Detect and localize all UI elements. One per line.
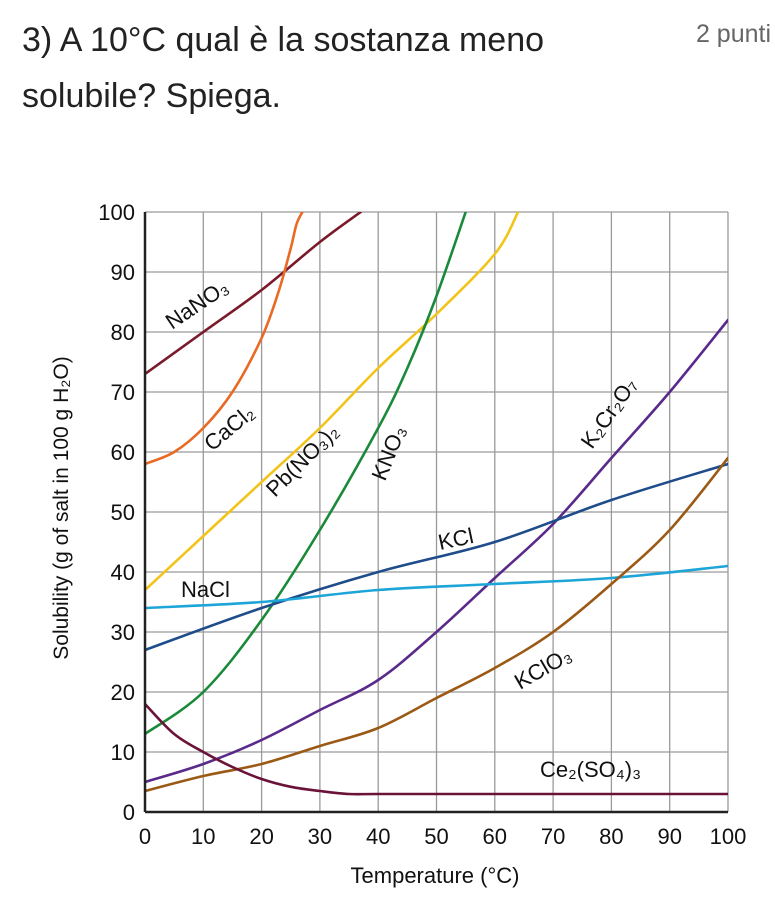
y-tick-label: 20 bbox=[111, 680, 135, 705]
solubility-chart: 0 10 20 30 40 50 60 70 80 90 100 0 10 20 30 40 50 60 70 80 9… bbox=[50, 200, 746, 888]
series-line-0 bbox=[145, 212, 362, 376]
series-line-4 bbox=[145, 318, 728, 784]
series-line-3 bbox=[145, 212, 467, 736]
label-nano3: NaNO₃ bbox=[161, 274, 233, 334]
y-tick-label: 80 bbox=[111, 320, 135, 345]
label-cacl2: CaCl₂ bbox=[199, 400, 259, 456]
x-tick-label: 40 bbox=[366, 824, 390, 849]
chart-ticks: 0 10 20 30 40 50 60 70 80 90 100 0 10 20 30 40 50 60 70 80 9… bbox=[98, 200, 746, 849]
label-nacl: NaCl bbox=[181, 577, 230, 602]
x-tick-label: 20 bbox=[249, 824, 273, 849]
x-tick-label: 0 bbox=[139, 824, 151, 849]
y-tick-label: 50 bbox=[111, 500, 135, 525]
x-tick-label: 10 bbox=[191, 824, 215, 849]
x-tick-label: 70 bbox=[541, 824, 565, 849]
x-axis-label: Temperature (°C) bbox=[351, 863, 520, 888]
series-line-6 bbox=[145, 564, 728, 610]
series-line-5 bbox=[145, 462, 728, 652]
series-line-7 bbox=[145, 456, 728, 793]
chart-frame bbox=[143, 212, 728, 814]
y-tick-label: 100 bbox=[98, 200, 135, 225]
y-tick-label: 90 bbox=[111, 260, 135, 285]
x-tick-label: 30 bbox=[308, 824, 332, 849]
series-line-8 bbox=[145, 702, 728, 796]
label-ce2so43: Ce₂(SO₄)₃ bbox=[540, 757, 641, 782]
label-k2cr2o7: K₂Cr₂O₇ bbox=[576, 373, 642, 453]
y-tick-label: 70 bbox=[111, 380, 135, 405]
y-tick-label: 10 bbox=[111, 740, 135, 765]
series-line-1 bbox=[145, 212, 304, 466]
y-tick-label: 30 bbox=[111, 620, 135, 645]
x-tick-label: 90 bbox=[657, 824, 681, 849]
y-axis-label: Solubility (g of salt in 100 g H₂O) bbox=[50, 356, 73, 659]
label-pbno32: Pb(NO₃)₂ bbox=[261, 419, 344, 502]
y-tick-label: 60 bbox=[111, 440, 135, 465]
series-line-2 bbox=[145, 212, 520, 592]
points-label: 2 punti bbox=[695, 20, 771, 48]
question-text: 3) A 10°C qual è la sostanza meno solubi… bbox=[22, 21, 545, 115]
chart-grid bbox=[144, 211, 729, 813]
x-tick-label: 80 bbox=[599, 824, 623, 849]
y-tick-label: 0 bbox=[123, 800, 135, 825]
chart-curves bbox=[145, 212, 728, 796]
x-tick-label: 60 bbox=[483, 824, 507, 849]
x-tick-label: 100 bbox=[710, 824, 747, 849]
label-kno3: KNO₃ bbox=[366, 422, 410, 484]
label-kclo3: KClO₃ bbox=[510, 642, 576, 694]
y-tick-label: 40 bbox=[111, 560, 135, 585]
x-tick-label: 50 bbox=[424, 824, 448, 849]
